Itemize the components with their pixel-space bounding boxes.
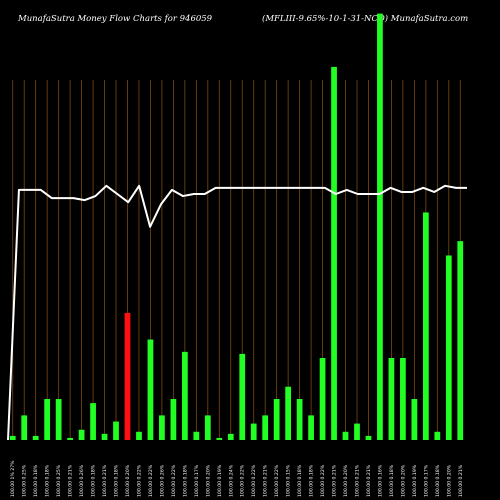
bar-4 — [44, 399, 51, 440]
bar-34 — [388, 358, 395, 440]
x-tick-labels: 100.00 1% 27% 100.00 0.25% 100.00 0.18% 100… — [10, 460, 464, 497]
x-tick-label: 100.00 0.21% — [354, 464, 360, 497]
bar-30 — [342, 431, 349, 440]
bar-40 — [457, 241, 464, 440]
x-tick-label: 100.00 0.21% — [332, 464, 338, 497]
x-tick-label: 100.00 0.17% — [423, 464, 429, 497]
bar-5 — [55, 399, 62, 440]
bar-31 — [354, 423, 360, 440]
bar-2 — [21, 415, 28, 440]
bar-24 — [273, 399, 280, 440]
bar-36 — [411, 399, 418, 440]
x-tick-label: 100.00 0.22% — [251, 464, 257, 497]
bar-12 — [136, 431, 142, 440]
bar-13 — [147, 339, 154, 440]
x-tick-label: 100.00 0.20% — [205, 464, 211, 497]
x-tick-label: 100.00 0.22% — [320, 464, 326, 497]
line-series — [7, 184, 467, 441]
x-tick-label: 100.00 0.18% — [33, 464, 39, 497]
x-tick-label: 100.00 1% 27% — [10, 460, 16, 497]
bar-29 — [331, 66, 337, 441]
bar-38 — [434, 431, 441, 440]
x-tick-label: 100.00 0.18% — [297, 464, 303, 497]
bar-18 — [204, 415, 211, 440]
bar-27 — [308, 415, 314, 440]
bar-17 — [193, 431, 200, 440]
x-tick-label: 100.00 0.22% — [171, 464, 177, 497]
x-tick-label: 100.00 0.18% — [114, 464, 120, 497]
bar-26 — [296, 399, 303, 440]
x-tick-label: 100.00 0.26% — [79, 464, 85, 497]
bar-25 — [285, 386, 292, 440]
x-tick-label: 100.00 0.18% — [309, 464, 315, 497]
bar-8 — [90, 403, 96, 440]
bar-9 — [101, 433, 108, 440]
x-tick-label: 100.00 0.26% — [159, 464, 165, 497]
bar-20 — [227, 433, 234, 440]
x-tick-label: 100.00 0.18% — [91, 464, 97, 497]
x-tick-label: 100.00 0.20% — [125, 464, 131, 497]
bar-6 — [67, 437, 73, 440]
chart-title-right: (MFLIII-9.65%-10-1-31-NCD) MunafaSutra.c… — [262, 14, 469, 24]
x-tick-label: 100.00 0.16% — [377, 464, 383, 497]
bar-37 — [422, 212, 429, 440]
x-tick-label: 100.00 0.18% — [435, 464, 441, 497]
bar-16 — [181, 351, 188, 440]
x-tick-label: 100.00 0.15% — [286, 464, 292, 497]
bar-19 — [216, 437, 223, 440]
bar-1 — [9, 435, 16, 440]
x-tick-label: 100.00 0.24% — [228, 464, 234, 497]
bar-21 — [239, 353, 246, 440]
x-tick-label: 100.00 0.21% — [263, 464, 269, 497]
money-flow-line — [7, 184, 467, 441]
x-tick-label: 100.00 0.20% — [343, 464, 349, 497]
x-tick-label: 100.00 0.18% — [182, 464, 188, 497]
x-tick-label: 100.00 0.18% — [389, 464, 395, 497]
bar-10 — [113, 421, 119, 440]
x-tick-label: 100.00 0.18% — [45, 464, 51, 497]
bar-39 — [445, 255, 452, 440]
bar-22 — [250, 423, 257, 440]
bar-3 — [32, 435, 39, 440]
bar-28 — [319, 358, 326, 440]
x-tick-label: 100.00 0.20% — [446, 464, 452, 497]
bar-15 — [170, 399, 177, 440]
bar-11 — [124, 312, 131, 440]
x-tick-label: 100.00 0.25% — [22, 464, 28, 497]
x-tick-label: 100.00 0.22% — [274, 464, 280, 497]
x-tick-label: 100.00 0.21% — [102, 464, 108, 497]
x-tick-label: 100.00 0.22% — [148, 464, 154, 497]
bar-23 — [262, 415, 269, 440]
x-tick-label: 100.00 0.17% — [194, 464, 200, 497]
bar-series — [9, 13, 464, 441]
x-tick-label: 100.00 0.19% — [412, 464, 418, 497]
bar-32 — [365, 435, 372, 440]
x-tick-label: 100.00 0.22% — [136, 464, 142, 497]
x-tick-label: 100.00 0.21% — [458, 464, 464, 497]
chart-title-left: MunafaSutra Money Flow Charts for 946059 — [18, 14, 213, 24]
x-tick-label: 100.00 0.19% — [217, 464, 223, 497]
bar-14 — [159, 415, 165, 440]
x-tick-label: 100.00 0.25% — [56, 464, 62, 497]
x-tick-label: 100.00 0.22% — [240, 464, 246, 497]
x-tick-label: 100.00 0.21% — [68, 464, 74, 497]
bar-35 — [400, 358, 406, 440]
x-tick-label: 100.00 0.20% — [400, 464, 406, 497]
x-tick-label: 100.00 0.21% — [366, 464, 372, 497]
bar-7 — [78, 429, 85, 440]
bar-33 — [377, 13, 383, 440]
